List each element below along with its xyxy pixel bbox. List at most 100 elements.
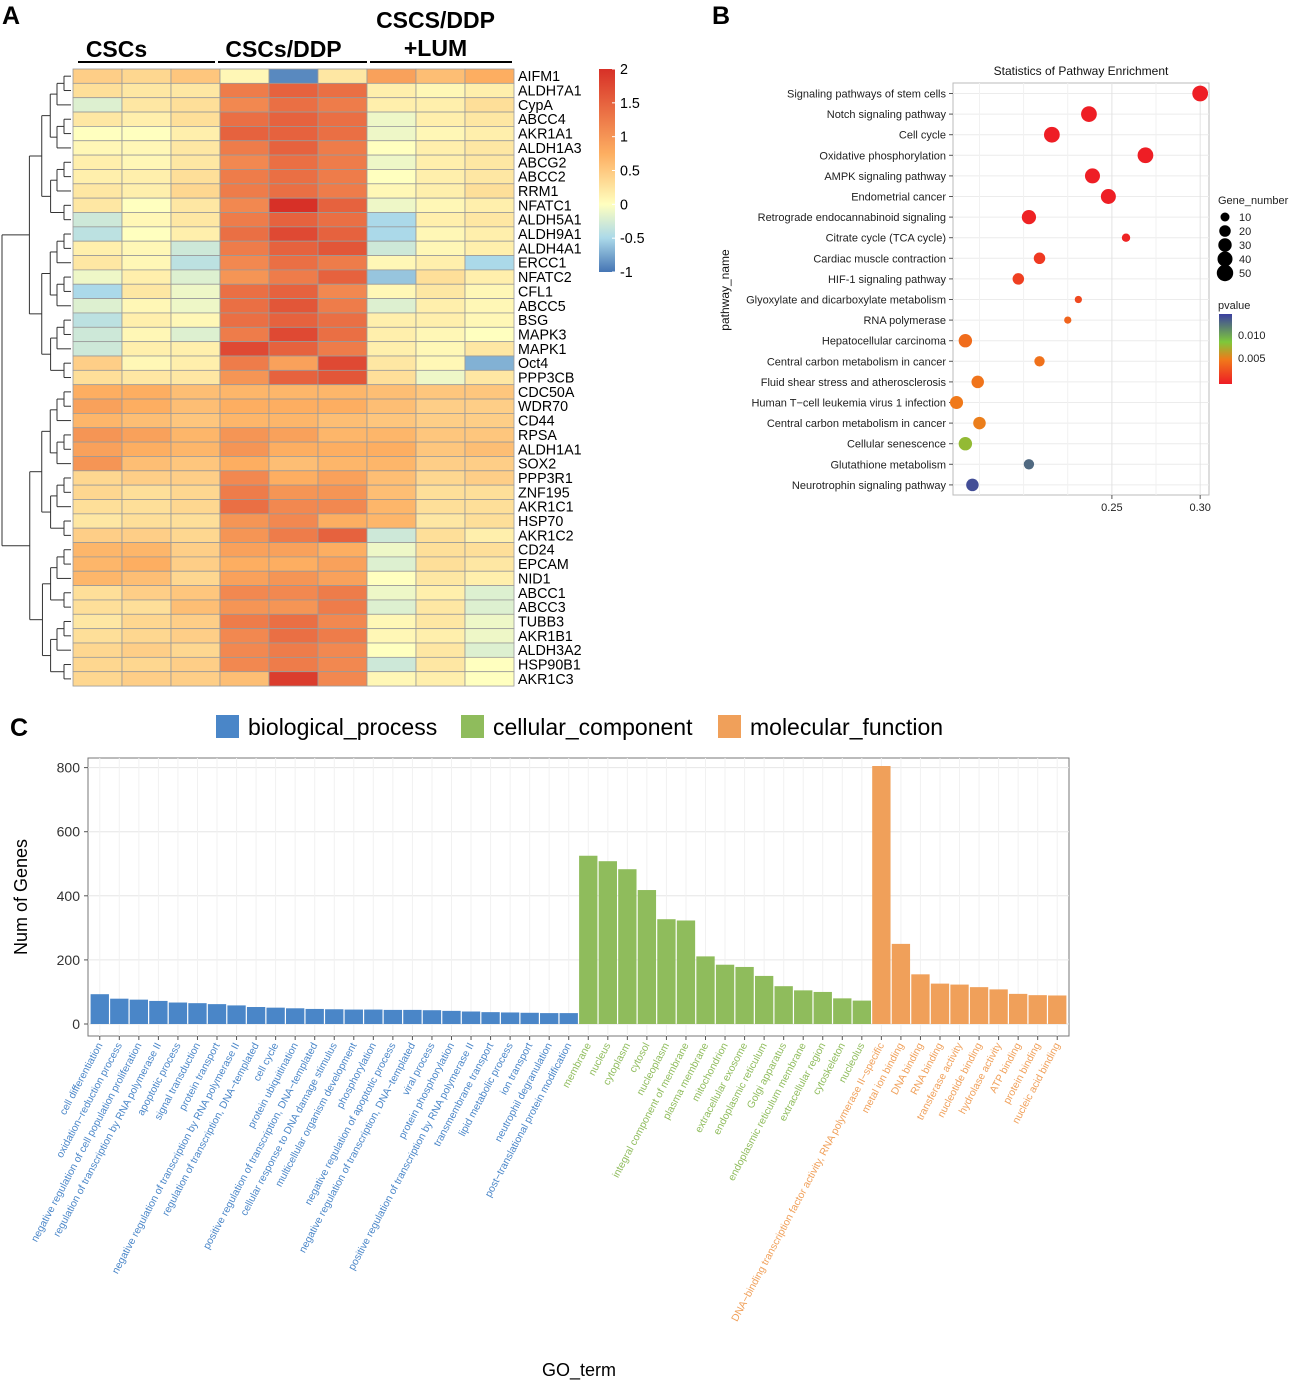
heatmap-cell [121, 255, 172, 271]
heatmap-cell [170, 68, 221, 84]
heatmap-cell [366, 585, 417, 601]
heatmap-cell [170, 384, 221, 400]
heatmap-cell [121, 599, 172, 615]
heatmap-cell [415, 513, 466, 529]
heatmap-cell [170, 613, 221, 630]
heatmap-cell [268, 97, 319, 113]
colorbar-tick-label: 1 [620, 130, 628, 146]
go-bar [1028, 995, 1047, 1024]
heatmap-cell [415, 255, 466, 271]
heatmap-cell [366, 642, 417, 658]
heatmap-cell [72, 628, 123, 644]
heatmap-cell [219, 240, 270, 256]
heatmap-cell [170, 527, 221, 543]
heatmap-cell [317, 427, 368, 443]
heatmap-cell [366, 369, 417, 386]
heatmap-cell [317, 341, 368, 357]
gene-label: ALDH1A3 [518, 141, 582, 157]
heatmap-cell [464, 427, 515, 443]
heatmap-cell [317, 183, 368, 199]
heatmap-cell [219, 82, 270, 99]
heatmap-cell [366, 441, 417, 457]
pathway-dot [1137, 147, 1154, 164]
heatmap-cell [366, 484, 417, 500]
heatmap-cell [121, 212, 172, 228]
heatmap-cell [366, 456, 417, 472]
heatmap-cell [121, 226, 172, 242]
go-bar [891, 943, 911, 1024]
gene-label: NFATC1 [518, 198, 572, 214]
heatmap-cell [170, 542, 221, 558]
pathway-dot [966, 478, 979, 492]
heatmap-cell [317, 585, 368, 601]
go-bar [598, 861, 617, 1024]
colorbar-tick-label: -0.5 [620, 231, 645, 247]
pvalue-tick-label: 0.005 [1238, 353, 1266, 365]
heatmap-cell [366, 398, 417, 414]
go-bar [696, 956, 715, 1024]
gene-label: AKR1A1 [518, 127, 573, 143]
go-bar [500, 1012, 520, 1024]
go-bar [930, 983, 950, 1024]
group-label-cscs-ddp-lum-line1: CSCS/DDP [376, 7, 495, 33]
go-bar [637, 890, 657, 1024]
heatmap-cell [121, 312, 172, 328]
pathway-label: Cell cycle [899, 130, 946, 142]
heatmap-cell [219, 570, 270, 587]
gene-label: ALDH9A1 [518, 227, 582, 243]
heatmap-cell [121, 197, 172, 213]
heatmap-cell [464, 240, 515, 256]
heatmap-cell [464, 656, 515, 673]
colorbar-tick-label: 0 [620, 197, 628, 213]
heatmap-cell [219, 169, 270, 185]
heatmap-cell [366, 355, 417, 371]
colorbar-tick-label: -1 [620, 265, 633, 281]
go-bar [872, 766, 891, 1024]
go-legend-swatch [461, 715, 484, 738]
heatmap-cell [219, 154, 270, 170]
pathway-label: Endometrial cancer [851, 192, 946, 204]
heatmap-cell [317, 642, 368, 658]
heatmap-cell [170, 398, 221, 414]
go-bar [579, 855, 598, 1024]
pathway-label: Central carbon metabolism in cancer [767, 356, 946, 368]
heatmap-cell [72, 542, 123, 558]
heatmap-cell [366, 513, 417, 529]
heatmap-cell [415, 97, 466, 113]
heatmap-cell [317, 283, 368, 300]
heatmap-cell [72, 183, 123, 199]
go-bar [188, 1003, 207, 1024]
heatmap-cell [415, 369, 466, 386]
pathway-dot [1084, 168, 1100, 184]
heatmap-cell [366, 197, 417, 213]
gene-label: PPP3R1 [518, 471, 573, 487]
go-bar [286, 1008, 305, 1024]
heatmap-cell [464, 197, 515, 213]
dotplot-plot-area [952, 82, 1210, 496]
gene-label: AKR1C3 [518, 672, 574, 688]
gene-label: ALDH3A2 [518, 643, 582, 659]
heatmap-cell [317, 154, 368, 170]
heatmap-cell [415, 197, 466, 213]
heatmap-cell [415, 542, 466, 558]
heatmap-cell [170, 628, 221, 644]
heatmap-cell [72, 240, 123, 256]
heatmap-cell [170, 585, 221, 601]
heatmap-cell [121, 298, 172, 314]
pathway-label: Retrograde endocannabinoid signaling [758, 212, 946, 224]
heatmap-cell [268, 398, 319, 414]
pathway-label: Hepatocellular carcinoma [822, 336, 947, 348]
heatmap-cell [415, 613, 466, 630]
go-bar [364, 1009, 383, 1024]
heatmap-cell [72, 82, 123, 99]
heatmap-cell [464, 369, 515, 386]
heatmap-cell [366, 527, 417, 543]
heatmap-cell [415, 326, 466, 343]
heatmap-cell [366, 154, 417, 170]
heatmap-cell [317, 441, 368, 457]
pathway-dot [950, 395, 964, 410]
heatmap-cell [317, 169, 368, 185]
heatmap-cell [366, 126, 417, 142]
heatmap-cell [72, 111, 123, 127]
go-bar [813, 991, 832, 1024]
